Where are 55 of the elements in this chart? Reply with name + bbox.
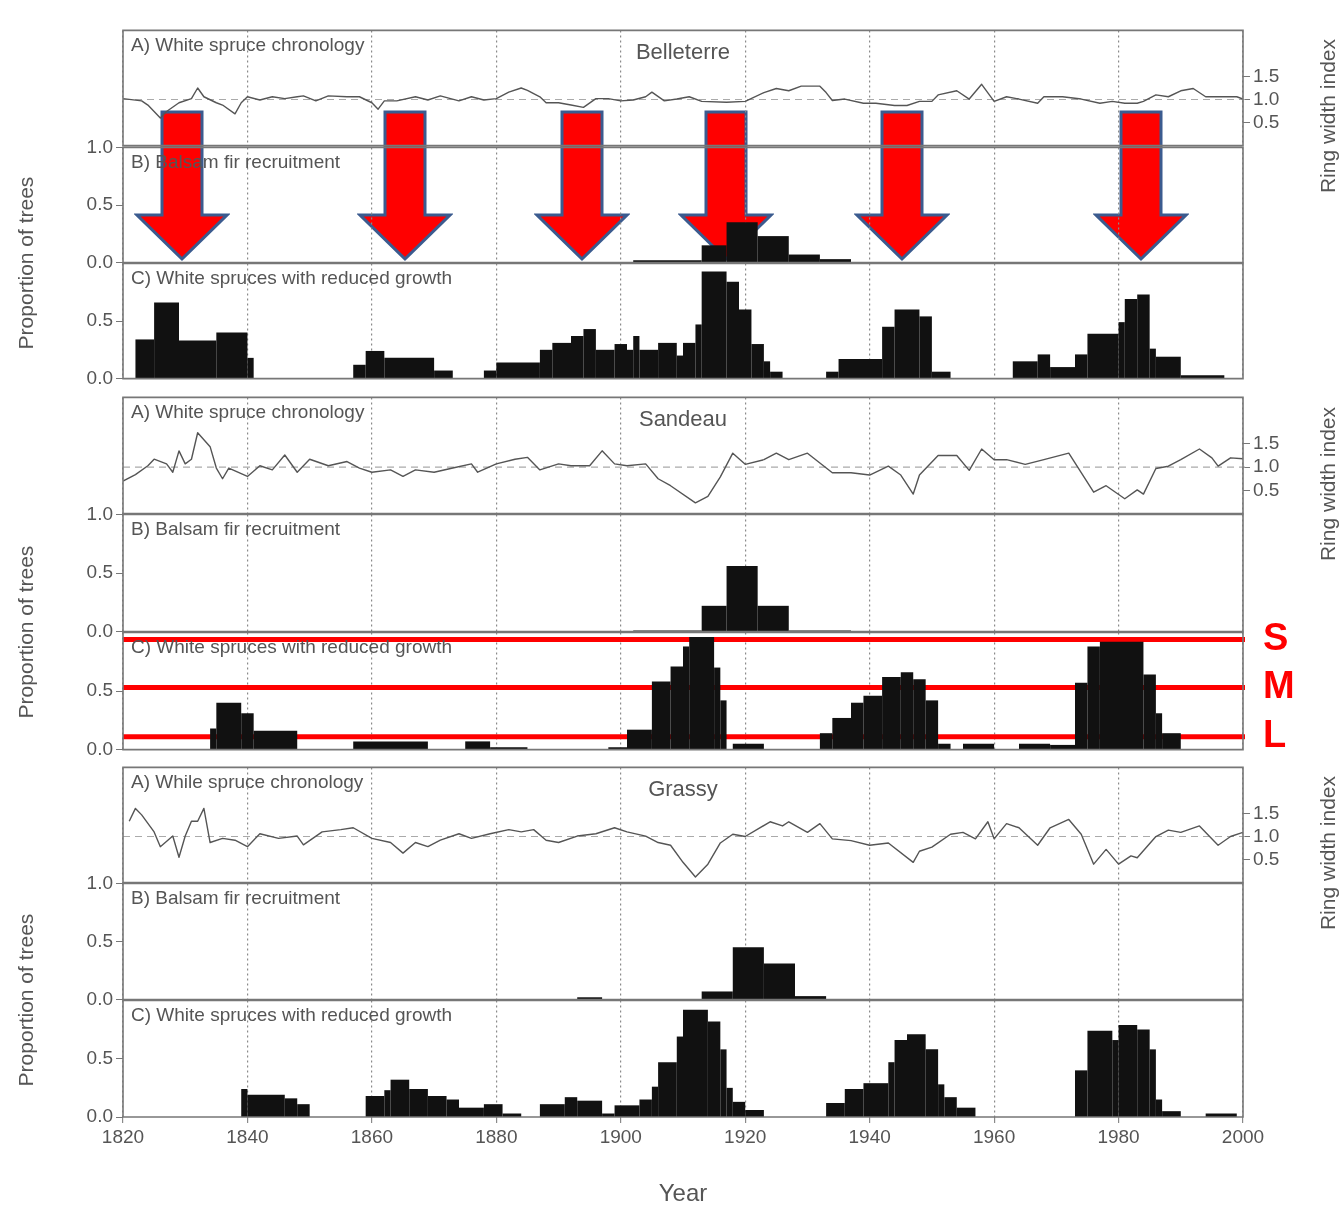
y-tick-label: 0.5 <box>86 193 113 215</box>
y-tick-label: 1.0 <box>86 871 113 893</box>
x-tick-label: 1880 <box>475 1125 518 1147</box>
y2-tick-label: 1.5 <box>1253 801 1280 823</box>
x-tick-label: 1860 <box>350 1125 394 1147</box>
y2-axis-title: Ring width index <box>1316 38 1340 194</box>
y-tick-label: 0.5 <box>86 561 113 583</box>
y-tick-label: 1.0 <box>86 502 113 524</box>
y2-axis-title: Ring width index <box>1316 775 1340 931</box>
x-tick-label: 1960 <box>972 1125 1016 1147</box>
x-tick-label: 1940 <box>848 1125 891 1147</box>
x-tick-label: 1980 <box>1097 1125 1140 1147</box>
y-tick-label: 1.0 <box>86 135 113 157</box>
x-tick-label: 1840 <box>226 1125 269 1147</box>
y2-tick-label: 1.0 <box>1253 824 1280 846</box>
y-tick-label: 0.5 <box>86 1046 113 1068</box>
y-tick-label: 0.0 <box>86 1105 113 1127</box>
y-tick-label: 0.5 <box>86 309 113 331</box>
chart-title: B) Balsam fir recruitment <box>131 518 341 540</box>
x-tick-label: 1900 <box>599 1125 642 1147</box>
chart-subtitle: Belleterre <box>635 39 731 65</box>
y2-tick-label: 0.5 <box>1253 847 1280 869</box>
text: Sandeau <box>638 406 728 432</box>
ref-line-label: S <box>1263 615 1289 658</box>
y2-tick-label: 1.0 <box>1253 87 1280 109</box>
chart-title: A) White spruce chronology <box>131 34 365 56</box>
y-tick-label: 0.0 <box>86 250 113 272</box>
y-tick-label: 0.5 <box>86 929 113 951</box>
chart-title: A) While spruce chronology <box>131 771 364 793</box>
x-tick-label: 1920 <box>724 1125 767 1147</box>
chart-title: B) Balsam fir recruitment <box>131 887 341 909</box>
y-axis-title: Proportion of trees <box>14 176 38 350</box>
chart-title: C) White spruces with reduced growth <box>131 1004 453 1026</box>
y-tick-label: 0.0 <box>86 737 113 759</box>
y2-tick-label: 0.5 <box>1253 110 1280 132</box>
ref-line-label: M <box>1263 663 1295 706</box>
ref-line-label: L <box>1263 713 1287 756</box>
y-tick-label: 0.0 <box>86 619 113 641</box>
chart-subtitle: Grassy <box>648 776 718 802</box>
y2-tick-label: 1.5 <box>1253 64 1280 86</box>
y-axis-title: Proportion of trees <box>14 913 38 1087</box>
x-tick-label: 2000 <box>1221 1125 1265 1147</box>
y2-tick-label: 0.5 <box>1253 478 1280 500</box>
y-tick-label: 0.0 <box>86 366 113 388</box>
chart-title: A) White spruce chronology <box>131 401 365 423</box>
y-axis-title: Proportion of trees <box>14 545 38 719</box>
y2-tick-label: 1.0 <box>1253 455 1280 477</box>
y2-tick-label: 1.5 <box>1253 432 1280 454</box>
chart-title: C) White spruces with reduced growth <box>131 267 453 289</box>
chart-title: C) White spruces with reduced growth <box>131 636 453 658</box>
x-tick-label: 1820 <box>101 1125 145 1147</box>
y2-axis-title: Ring width index <box>1316 406 1340 561</box>
y-tick-label: 0.0 <box>86 987 113 1009</box>
x-axis-title: Year <box>658 1179 708 1206</box>
y-tick-label: 0.5 <box>86 679 113 701</box>
